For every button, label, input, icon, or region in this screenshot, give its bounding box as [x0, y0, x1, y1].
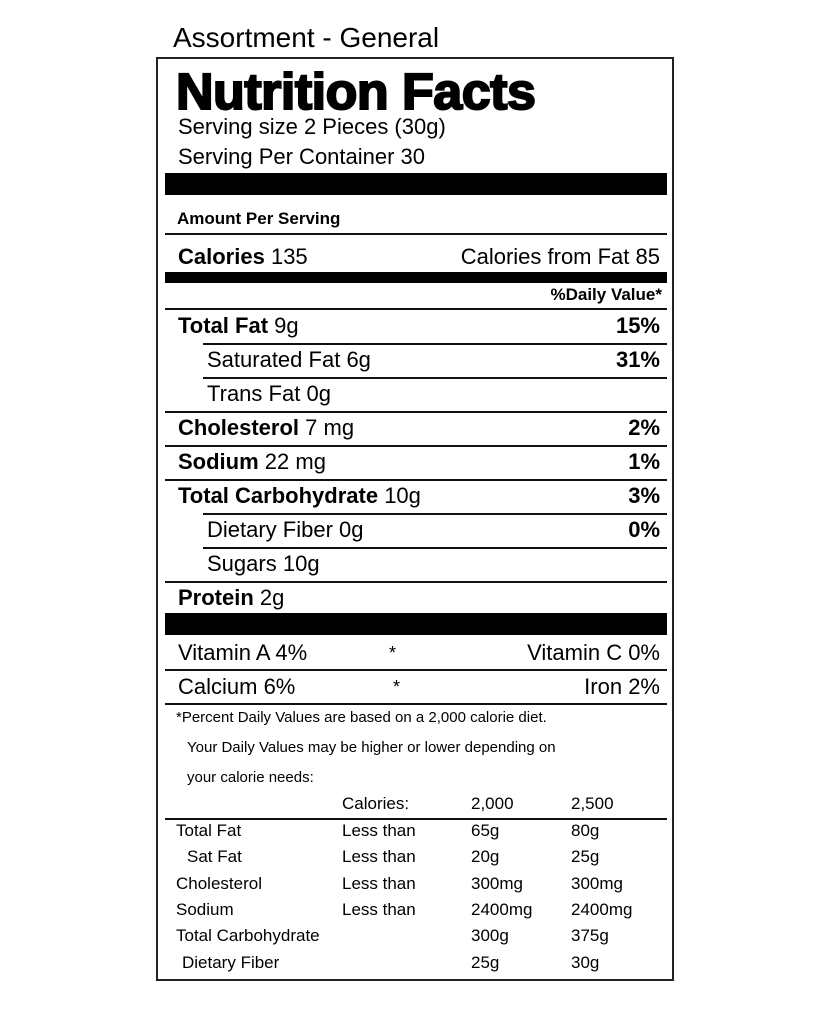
dv-table-cell: 25g [571, 847, 600, 867]
dv-table-cell: Dietary Fiber [182, 952, 280, 972]
divider [165, 233, 667, 235]
dv-table-cell: Sat Fat [187, 847, 242, 867]
nutrient-amount: 6g [346, 347, 371, 372]
nutrient-name: Cholesterol [178, 415, 300, 440]
nutrient-dv: 3% [628, 483, 660, 508]
dv-table-cell: Less than [342, 899, 416, 919]
nutrient-name: Trans Fat [207, 381, 301, 406]
nutrient-row: Saturated Fat 6g 31% [207, 345, 660, 375]
dv-table-cell: 65g [471, 821, 500, 840]
dv-table-cell: Less than [342, 873, 416, 893]
vitamin-separator: * [393, 677, 401, 697]
nutrient-name: Total Carbohydrate [178, 483, 379, 508]
dv-table-cell: 80g [571, 821, 600, 840]
nutrient-dv: 0% [628, 517, 660, 542]
dv-table-cell: 30g [571, 952, 600, 972]
dv-table-cell: Less than [342, 847, 416, 867]
divider [203, 513, 667, 515]
nutrient-name: Total Fat [178, 313, 269, 338]
medium-divider [165, 272, 667, 283]
dv-table-cell: Sodium [176, 899, 234, 919]
divider [203, 343, 667, 345]
vitamin-separator: * [389, 643, 397, 663]
footnote-line: your calorie needs: [187, 769, 314, 786]
nutrient-name: Sodium [178, 449, 259, 474]
nutrient-name: Protein [178, 585, 254, 610]
divider [165, 581, 667, 583]
dv-table-cell: Total Carbohydrate [176, 926, 320, 946]
footnote-line: *Percent Daily Values are based on a 2,0… [176, 709, 547, 726]
nutrient-dv: 1% [628, 449, 660, 474]
divider [165, 411, 667, 413]
divider [165, 308, 667, 310]
nutrient-dv: 15% [615, 313, 660, 338]
nutrient-amount: 9g [274, 313, 299, 338]
dv-table-header: Calories: [342, 794, 410, 813]
calories-value: 135 [270, 244, 308, 269]
nutrient-row: Total Fat 9g 15% [178, 311, 660, 341]
vitamin-left: Calcium 6% [178, 674, 296, 699]
nutrient-dv: 2% [628, 415, 660, 440]
nutrient-amount: 2g [259, 585, 285, 610]
nutrient-row: Sodium 22 mg 1% [178, 447, 660, 477]
nutrient-amount: 7 mg [305, 415, 355, 440]
daily-value-header: %Daily Value* [550, 285, 662, 304]
dv-table-cell: 25g [471, 952, 500, 972]
nutrient-dv: 31% [615, 347, 660, 372]
divider [203, 377, 667, 379]
dv-table-cell: 300mg [571, 873, 623, 893]
thick-divider [165, 173, 667, 195]
nutrient-amount: 0g [339, 517, 364, 542]
servings-per-container: Serving Per Container 30 [178, 144, 426, 169]
divider [203, 547, 667, 549]
label-heading: Nutrition Facts [175, 62, 537, 121]
product-title: Assortment - General [173, 22, 440, 53]
vitamin-left: Vitamin A 4% [178, 640, 308, 665]
serving-size: Serving size 2 Pieces (30g) [178, 114, 446, 139]
divider [165, 703, 667, 705]
nutrient-row: Dietary Fiber 0g 0% [207, 515, 660, 545]
dv-table-cell: 2400mg [471, 899, 533, 919]
thick-divider [165, 613, 667, 635]
dv-table-cell: 2400mg [571, 899, 633, 919]
vitamin-row: Calcium 6% * Iron 2% [178, 672, 660, 702]
nutrient-row: Protein 2g [178, 583, 660, 613]
nutrient-row: Total Carbohydrate 10g 3% [178, 481, 660, 511]
dv-table-cell: 20g [471, 847, 500, 867]
calories-from-fat: Calories from Fat 85 [460, 244, 660, 269]
nutrient-name: Saturated Fat [207, 347, 341, 372]
vitamin-row: Vitamin A 4% * Vitamin C 0% [178, 638, 660, 668]
divider [165, 669, 667, 671]
calories-label: Calories [178, 244, 265, 269]
nutrient-row: Cholesterol 7 mg 2% [178, 413, 660, 443]
calories-row: Calories 135 Calories from Fat 85 [178, 242, 660, 272]
footnote-line: Your Daily Values may be higher or lower… [187, 739, 556, 756]
nutrient-name: Sugars [207, 551, 277, 576]
vitamin-right: Vitamin C 0% [527, 640, 660, 665]
dv-table-cell: Total Fat [176, 821, 242, 840]
nutrition-label [156, 57, 674, 981]
divider [165, 445, 667, 447]
dv-table-cell: Less than [342, 821, 416, 840]
nutrient-amount: 22 mg [264, 449, 326, 474]
vitamin-right: Iron 2% [584, 674, 660, 699]
dv-table-header: 2,500 [571, 794, 614, 813]
amount-per-serving: Amount Per Serving [177, 209, 341, 228]
dv-table-cell: 300g [471, 926, 509, 946]
divider [165, 479, 667, 481]
nutrient-amount: 10g [384, 483, 421, 508]
dv-table-cell: 375g [571, 926, 609, 946]
nutrient-row: Sugars 10g [207, 549, 660, 579]
nutrient-row: Trans Fat 0g [207, 379, 660, 409]
nutrient-amount: 10g [282, 551, 320, 576]
nutrient-amount: 0g [306, 381, 331, 406]
dv-table-header: 2,000 [471, 794, 514, 813]
divider [165, 818, 667, 820]
dv-table-cell: 300mg [471, 873, 523, 893]
dv-table-cell: Cholesterol [176, 873, 262, 893]
nutrient-name: Dietary Fiber [207, 517, 333, 542]
